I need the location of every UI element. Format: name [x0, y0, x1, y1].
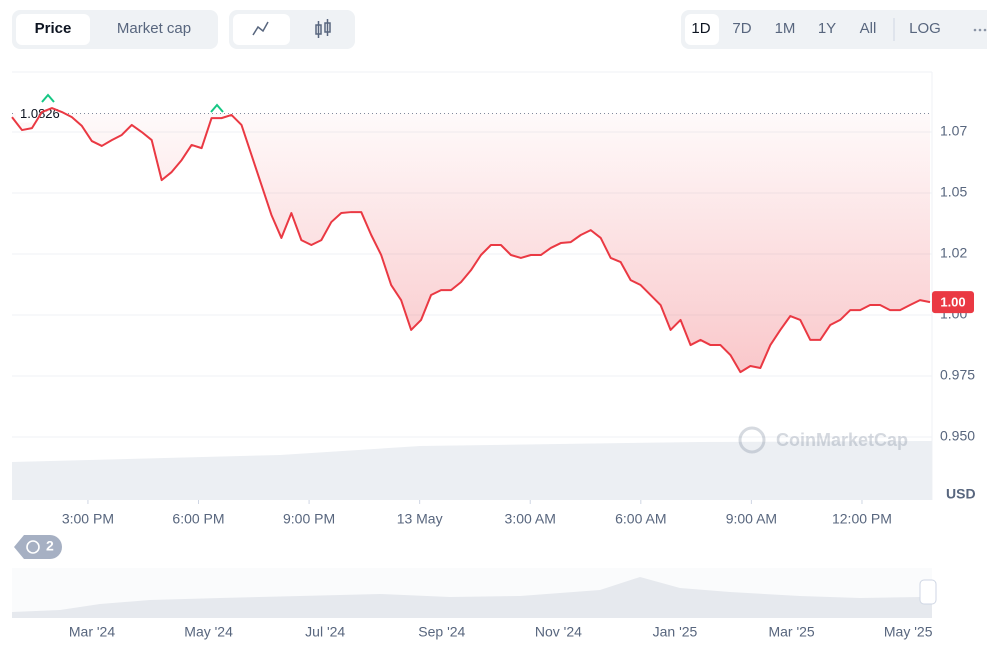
y-tick-label: 1.02 [940, 245, 967, 261]
navigator-label: Mar '24 [69, 624, 115, 640]
history-icon [26, 540, 40, 554]
range-group [681, 10, 987, 49]
x-tick-label: 6:00 PM [172, 511, 224, 527]
price-line [11, 107, 931, 374]
badge-count: 2 [46, 538, 54, 554]
navigator-label: Jan '25 [653, 624, 698, 640]
tab-active[interactable] [16, 14, 90, 45]
navigator-label: Sep '24 [418, 624, 465, 640]
x-tick-label: 6:00 AM [615, 511, 666, 527]
range-button[interactable]: 1Y [818, 20, 836, 37]
y-tick-label: 1.07 [940, 123, 967, 139]
last-price-box [932, 291, 974, 314]
range-button[interactable]: 7D [732, 20, 751, 37]
x-tick-label: 9:00 PM [283, 511, 335, 527]
navigator-area [12, 577, 932, 618]
line-icon [252, 21, 269, 36]
navigator-label: Mar '25 [768, 624, 814, 640]
tab[interactable]: Market cap [117, 20, 191, 37]
y-tick-label: 0.975 [940, 367, 975, 383]
watermark: CoinMarketCap [738, 426, 908, 454]
range-active[interactable] [685, 14, 719, 45]
navigator-label: Nov '24 [535, 624, 582, 640]
navigator-label: May '24 [184, 624, 233, 640]
high-marker [210, 103, 224, 113]
range-button[interactable]: All [860, 20, 877, 37]
last-price-label: 1.00 [940, 295, 965, 310]
price-area [12, 108, 930, 373]
tab[interactable]: Price [35, 20, 72, 37]
x-tick-label: 3:00 AM [505, 511, 556, 527]
x-tick-label: 9:00 AM [726, 511, 777, 527]
navigator-handle[interactable] [919, 579, 937, 605]
watermark-text: CoinMarketCap [776, 430, 908, 450]
more-button[interactable] [973, 28, 987, 32]
unit-label: USD [946, 486, 976, 502]
candle-icon[interactable] [315, 19, 331, 38]
navigator-label: May '25 [884, 624, 933, 640]
volume-area [12, 441, 932, 500]
x-tick-label: 13 May [397, 511, 443, 527]
range-button[interactable]: 1M [775, 20, 796, 37]
high-marker [41, 93, 55, 103]
y-tick-label: 0.950 [940, 428, 975, 444]
x-tick-label: 12:00 PM [832, 511, 892, 527]
log-button[interactable]: LOG [909, 20, 941, 37]
navigator-label: Jul '24 [305, 624, 345, 640]
range-button[interactable]: 1D [691, 20, 710, 37]
x-tick-label: 3:00 PM [62, 511, 114, 527]
badge[interactable] [14, 535, 62, 559]
y-tick-label: 1.05 [940, 184, 967, 200]
